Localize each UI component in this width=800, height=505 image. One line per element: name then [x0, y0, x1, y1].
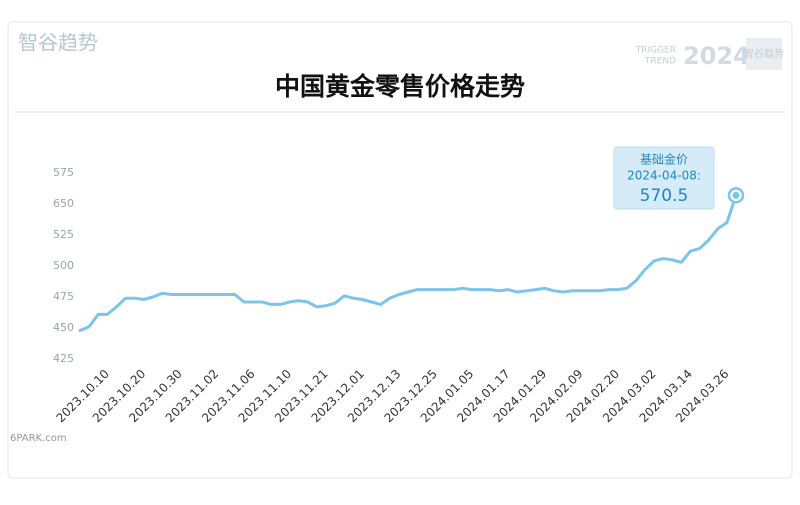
price-line: [78, 193, 738, 332]
y-tick-label: 575: [53, 166, 74, 179]
source: 6PARK.com: [10, 433, 67, 444]
y-tick-label: 450: [53, 321, 74, 334]
watermark-year: 2024: [683, 42, 750, 70]
y-tick-label: 650: [53, 197, 74, 210]
tooltip-title: 基础金价: [640, 152, 688, 167]
y-tick-label: 475: [53, 290, 74, 303]
tooltip-date: 2024-04-08:: [627, 169, 701, 183]
chart-title: 中国黄金零售价格走势: [275, 72, 525, 101]
watermark-logo: 智谷趋势: [744, 47, 784, 60]
end-point: [732, 191, 740, 199]
y-tick-label: 500: [53, 259, 74, 272]
watermark-logo-bg: [746, 38, 782, 70]
watermark-en: TREND: [644, 57, 676, 67]
card: [7, 21, 793, 479]
brand: 智谷趋势: [18, 31, 98, 55]
tooltip: [613, 146, 715, 210]
y-tick-label: 425: [53, 352, 74, 365]
watermark-en: TRIGGER: [635, 46, 676, 56]
y-tick-label: 525: [53, 228, 74, 241]
tooltip-value: 570.5: [640, 186, 689, 206]
